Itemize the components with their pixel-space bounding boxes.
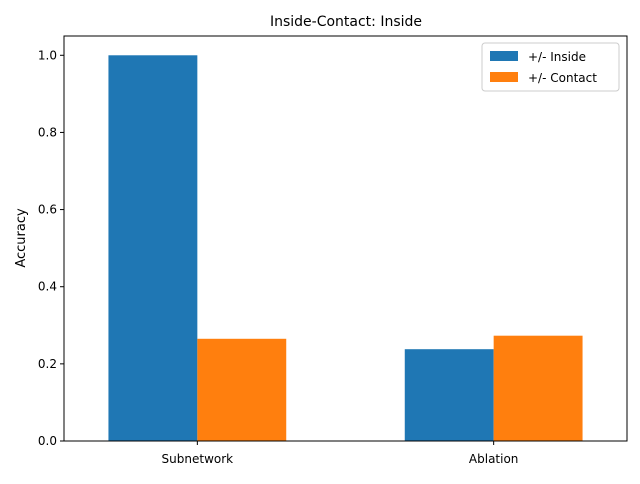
y-axis: 0.0 0.2 0.4 0.6 0.8 1.0 [38,48,64,448]
y-tick-label: 0.2 [38,357,57,371]
legend: +/- Inside +/- Contact [481,42,620,92]
bar-ablation-inside [404,349,494,441]
chart-title: Inside-Contact: Inside [270,14,422,30]
x-tick-label: Subnetwork [162,452,234,466]
x-tick-label: Ablation [469,452,519,466]
bars-layer [108,55,583,442]
y-tick-label: 0.4 [38,280,57,294]
bar-ablation-contact [493,335,583,441]
bar-subnetwork-contact [197,338,287,441]
legend-swatch [490,51,518,61]
y-tick-label: 0.6 [38,203,57,217]
legend-label: +/- Inside [528,50,586,64]
x-axis: Subnetwork Ablation [162,441,519,466]
plot-frame [63,35,628,442]
y-tick-label: 0.0 [38,434,57,448]
bar-subnetwork-inside [108,55,198,442]
y-tick-label: 0.8 [38,125,57,139]
y-tick-label: 1.0 [38,48,57,62]
legend-swatch [490,72,518,82]
y-axis-label: Accuracy [14,208,29,268]
legend-label: +/- Contact [528,71,597,85]
